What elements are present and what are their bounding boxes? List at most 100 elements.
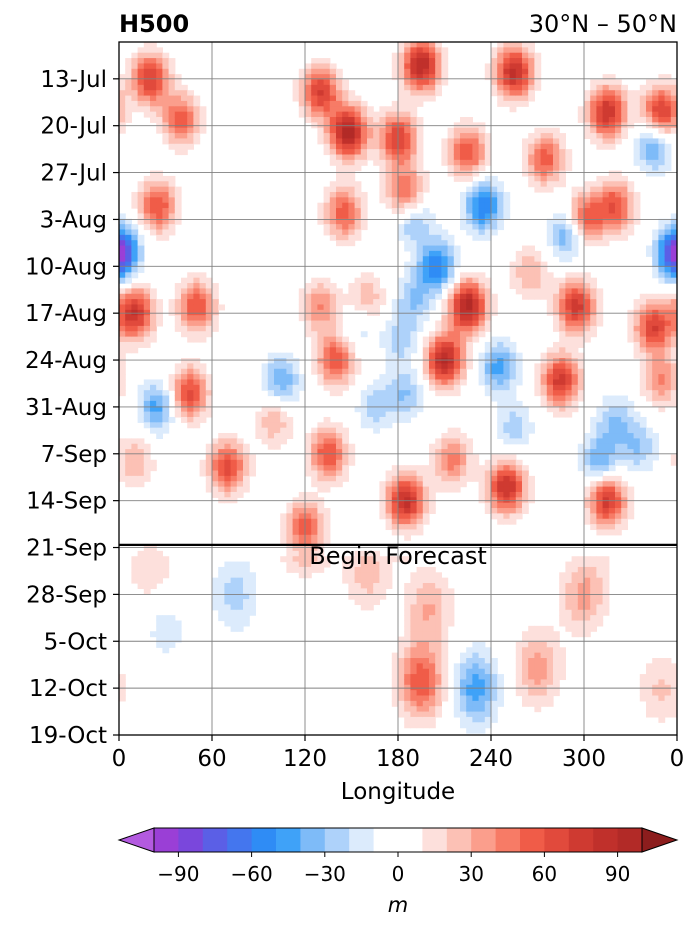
contour-cell bbox=[577, 358, 585, 364]
contour-cell bbox=[453, 331, 461, 338]
contour-cell bbox=[646, 379, 653, 386]
contour-cell bbox=[497, 679, 504, 686]
contour-cell bbox=[131, 245, 139, 252]
contour-cell bbox=[435, 609, 442, 616]
contour-cell bbox=[367, 143, 374, 150]
contour-cell bbox=[441, 315, 449, 322]
contour-cell bbox=[652, 84, 659, 91]
contour-cell bbox=[336, 454, 343, 461]
contour-cell bbox=[280, 384, 287, 391]
contour-cell bbox=[329, 390, 337, 397]
contour-cell bbox=[491, 218, 498, 225]
contour-cell bbox=[261, 368, 269, 375]
contour-cell bbox=[391, 679, 399, 686]
contour-cell bbox=[658, 293, 666, 300]
contour-cell bbox=[633, 454, 641, 461]
contour-cell bbox=[379, 508, 387, 514]
contour-cell bbox=[602, 229, 610, 236]
contour-cell bbox=[447, 599, 455, 606]
contour-cell bbox=[509, 352, 517, 359]
contour-cell bbox=[478, 331, 486, 338]
contour-cell bbox=[497, 674, 504, 681]
contour-cell bbox=[410, 68, 418, 75]
contour-cell bbox=[466, 658, 473, 664]
contour-cell bbox=[658, 95, 666, 102]
contour-cell bbox=[193, 95, 201, 102]
contour-cell bbox=[150, 566, 157, 573]
contour-cell bbox=[596, 234, 604, 241]
contour-cell bbox=[404, 518, 411, 525]
contour-cell bbox=[218, 604, 225, 611]
contour-cell bbox=[404, 400, 411, 407]
contour-cell bbox=[193, 411, 201, 418]
contour-cell bbox=[646, 341, 653, 348]
contour-cell bbox=[515, 58, 523, 65]
contour-cell bbox=[491, 368, 498, 375]
contour-cell bbox=[559, 320, 566, 327]
contour-cell bbox=[391, 508, 399, 514]
contour-cell bbox=[664, 384, 672, 391]
contour-cell bbox=[447, 368, 455, 375]
contour-cell bbox=[230, 572, 238, 579]
contour-cell bbox=[174, 133, 182, 140]
contour-cell bbox=[404, 706, 411, 713]
contour-cell bbox=[491, 79, 498, 86]
contour-cell bbox=[243, 609, 250, 616]
contour-cell bbox=[633, 218, 641, 225]
contour-cell bbox=[646, 711, 653, 718]
contour-cell bbox=[354, 127, 362, 134]
contour-cell bbox=[484, 224, 492, 231]
contour-cell bbox=[143, 545, 151, 552]
contour-cell bbox=[298, 111, 306, 118]
contour-cell bbox=[559, 283, 566, 289]
contour-cell bbox=[466, 706, 473, 713]
contour-cell bbox=[230, 465, 238, 472]
contour-cell bbox=[398, 331, 405, 338]
contour-cell bbox=[565, 315, 573, 322]
contour-cell bbox=[305, 433, 312, 439]
contour-cell bbox=[584, 272, 591, 279]
contour-cell bbox=[670, 347, 677, 354]
contour-cell bbox=[416, 218, 424, 225]
contour-cell bbox=[367, 288, 374, 295]
contour-cell bbox=[534, 700, 542, 707]
contour-cell bbox=[608, 224, 616, 231]
contour-cell bbox=[367, 149, 374, 156]
contour-cell bbox=[441, 384, 449, 391]
contour-cell bbox=[460, 652, 467, 659]
contour-cell bbox=[360, 191, 368, 198]
contour-cell bbox=[528, 170, 535, 177]
contour-cell bbox=[602, 84, 610, 91]
contour-cell bbox=[429, 658, 436, 664]
contour-cell bbox=[577, 615, 585, 622]
contour-cell bbox=[441, 641, 449, 648]
contour-cell bbox=[230, 449, 238, 456]
contour-cell bbox=[181, 127, 188, 134]
contour-cell bbox=[373, 406, 380, 413]
contour-cell bbox=[422, 245, 430, 252]
contour-cell bbox=[509, 475, 517, 482]
contour-cell bbox=[391, 475, 399, 482]
contour-cell bbox=[379, 341, 387, 348]
contour-cell bbox=[670, 213, 677, 220]
contour-cell bbox=[336, 384, 343, 391]
contour-cell bbox=[447, 433, 455, 439]
contour-cell bbox=[317, 534, 325, 541]
contour-cell bbox=[596, 583, 604, 589]
contour-cell bbox=[633, 438, 641, 445]
contour-cell bbox=[336, 79, 343, 86]
contour-cell bbox=[627, 508, 635, 514]
contour-cell bbox=[348, 213, 356, 220]
contour-cell bbox=[385, 202, 393, 209]
contour-cell bbox=[515, 79, 523, 86]
contour-cell bbox=[615, 175, 622, 182]
contour-cell bbox=[391, 74, 399, 81]
contour-cell bbox=[143, 181, 151, 188]
contour-cell bbox=[615, 186, 622, 193]
contour-cell bbox=[658, 368, 666, 375]
contour-cell bbox=[658, 149, 666, 156]
contour-cell bbox=[416, 63, 424, 70]
contour-cell bbox=[323, 331, 331, 338]
contour-cell bbox=[174, 390, 182, 397]
contour-cell bbox=[509, 481, 517, 488]
